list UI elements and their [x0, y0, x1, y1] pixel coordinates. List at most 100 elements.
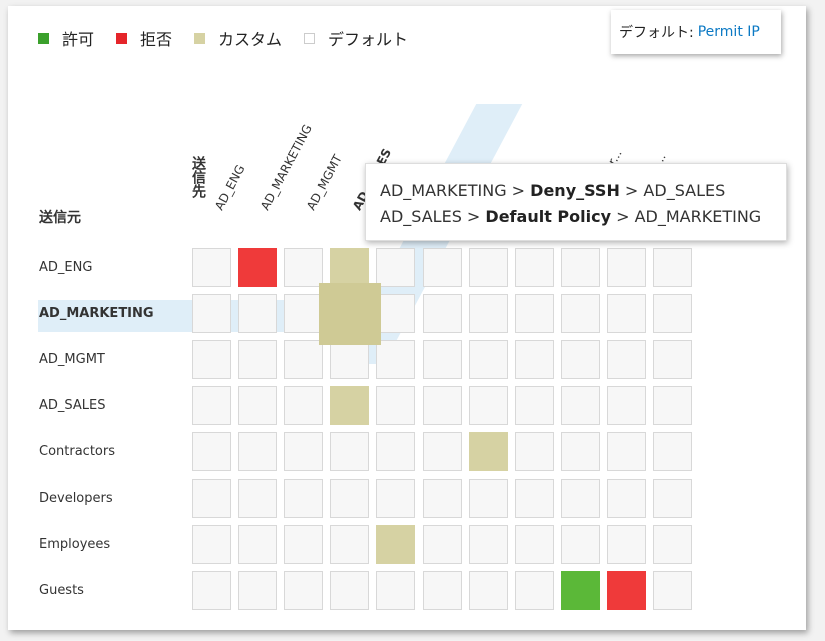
matrix-cell-default[interactable] [238, 340, 278, 380]
matrix-cell-default[interactable] [330, 478, 370, 518]
matrix-cell-default[interactable] [653, 570, 692, 610]
matrix-cell-default[interactable] [284, 570, 324, 610]
matrix-cell-deny[interactable] [238, 248, 278, 287]
matrix-cell-default[interactable] [606, 248, 646, 287]
matrix-cell-default[interactable] [468, 478, 508, 518]
column-header[interactable]: AD_ENG [212, 162, 248, 213]
row-header[interactable]: Employees [39, 536, 111, 552]
matrix-cell-default[interactable] [284, 248, 324, 287]
matrix-cell-default[interactable] [284, 432, 324, 472]
default-policy-link[interactable]: Permit IP [697, 24, 760, 40]
matrix-cell-default[interactable] [422, 340, 462, 380]
matrix-cell-default[interactable] [330, 432, 370, 472]
row-header[interactable]: AD_MGMT [39, 352, 105, 368]
matrix-cell-default[interactable] [560, 478, 600, 518]
matrix-cell-default[interactable] [422, 294, 462, 334]
policy-tooltip: AD_MARKETING > Deny_SSH > AD_SALES AD_SA… [365, 163, 787, 241]
matrix-cell-default[interactable] [653, 478, 692, 518]
matrix-cell-default[interactable] [192, 570, 231, 610]
matrix-cell-custom[interactable] [330, 386, 370, 426]
matrix-cell-custom[interactable] [468, 432, 508, 472]
matrix-cell-default[interactable] [238, 432, 278, 472]
row-header[interactable]: AD_MARKETING [39, 306, 154, 322]
matrix-cell-default[interactable] [192, 432, 231, 472]
matrix-cell-default[interactable] [560, 432, 600, 472]
row-header[interactable]: Contractors [39, 444, 115, 460]
matrix-cell-default[interactable] [422, 478, 462, 518]
matrix-cell-default[interactable] [376, 248, 416, 287]
matrix-cell-default[interactable] [514, 570, 554, 610]
matrix-cell-default[interactable] [560, 386, 600, 426]
matrix-cell-deny[interactable] [606, 570, 646, 610]
matrix-cell-default[interactable] [468, 570, 508, 610]
matrix-cell-default[interactable] [192, 386, 231, 426]
matrix-cell-default[interactable] [653, 294, 692, 334]
matrix-cell-default[interactable] [606, 432, 646, 472]
matrix-cell-default[interactable] [514, 386, 554, 426]
matrix-cell-default[interactable] [284, 478, 324, 518]
matrix-cell-default[interactable] [284, 340, 324, 380]
matrix-cell-default[interactable] [468, 386, 508, 426]
matrix-cell-default[interactable] [653, 432, 692, 472]
matrix-cell-default[interactable] [422, 248, 462, 287]
matrix-cell-default[interactable] [376, 294, 416, 334]
matrix-cell-permit[interactable] [560, 570, 600, 610]
matrix-cell-default[interactable] [606, 386, 646, 426]
matrix-cell-default[interactable] [192, 294, 231, 334]
matrix-cell-default[interactable] [192, 340, 231, 380]
matrix-cell-default[interactable] [514, 478, 554, 518]
matrix-cell-default[interactable] [238, 524, 278, 564]
matrix-cell-default[interactable] [468, 294, 508, 334]
matrix-cell-default[interactable] [376, 478, 416, 518]
matrix-cell-default[interactable] [330, 570, 370, 610]
matrix-cell-default[interactable] [653, 248, 692, 287]
matrix-cell-default[interactable] [653, 386, 692, 426]
matrix-cell-default[interactable] [422, 524, 462, 564]
matrix-cell-default[interactable] [238, 386, 278, 426]
matrix-cell-default[interactable] [606, 524, 646, 564]
matrix-cell-focus[interactable] [319, 283, 382, 346]
matrix-cell-default[interactable] [560, 248, 600, 287]
matrix-cell-default[interactable] [606, 478, 646, 518]
matrix-cell-default[interactable] [514, 294, 554, 334]
matrix-cell-default[interactable] [192, 248, 231, 287]
matrix-cell-default[interactable] [560, 294, 600, 334]
matrix-cell-default[interactable] [606, 340, 646, 380]
matrix-cell-default[interactable] [192, 524, 231, 564]
matrix-cell-default[interactable] [238, 478, 278, 518]
matrix-cell-default[interactable] [514, 248, 554, 287]
matrix-cell-default[interactable] [514, 524, 554, 564]
row-header[interactable]: Developers [39, 490, 113, 506]
matrix-cell-default[interactable] [330, 524, 370, 564]
row-header[interactable]: AD_SALES [39, 398, 106, 414]
matrix-cell-default[interactable] [560, 524, 600, 564]
matrix-cell-default[interactable] [468, 524, 508, 564]
matrix-cell-default[interactable] [330, 340, 370, 380]
matrix-cell-default[interactable] [422, 570, 462, 610]
matrix-cell-default[interactable] [514, 340, 554, 380]
matrix-cell-default[interactable] [284, 294, 324, 334]
matrix-cell-default[interactable] [653, 524, 692, 564]
matrix-cell-default[interactable] [653, 340, 692, 380]
matrix-cell-default[interactable] [468, 248, 508, 287]
column-header[interactable]: AD_MGMT [304, 152, 346, 213]
matrix-cell-default[interactable] [284, 386, 324, 426]
matrix-cell-default[interactable] [192, 478, 231, 518]
matrix-cell-default[interactable] [514, 432, 554, 472]
matrix-cell-default[interactable] [468, 340, 508, 380]
matrix-cell-default[interactable] [284, 524, 324, 564]
matrix-cell-default[interactable] [238, 570, 278, 610]
row-header[interactable]: Guests [39, 582, 84, 598]
matrix-cell-default[interactable] [422, 432, 462, 472]
matrix-cell-default[interactable] [376, 432, 416, 472]
matrix-cell-default[interactable] [376, 340, 416, 380]
matrix-cell-default[interactable] [376, 386, 416, 426]
matrix-cell-custom[interactable] [376, 524, 416, 564]
matrix-cell-default[interactable] [560, 340, 600, 380]
matrix-cell-custom[interactable] [330, 248, 370, 287]
row-header[interactable]: AD_ENG [39, 260, 93, 275]
matrix-cell-default[interactable] [422, 386, 462, 426]
matrix-cell-default[interactable] [606, 294, 646, 334]
matrix-cell-default[interactable] [238, 294, 278, 334]
matrix-cell-default[interactable] [376, 570, 416, 610]
